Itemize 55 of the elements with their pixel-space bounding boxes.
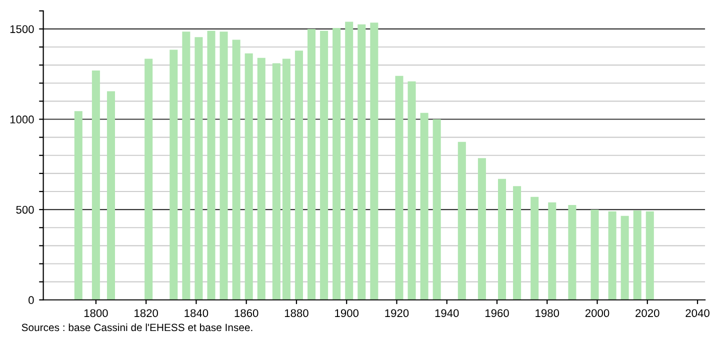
x-tick-label: 1920 [385, 309, 409, 318]
bar [633, 210, 642, 300]
x-tick-label: 2000 [585, 309, 610, 318]
bar [220, 32, 228, 300]
bar [92, 70, 100, 300]
bar [395, 76, 404, 300]
y-tick-label: 1500 [10, 25, 34, 34]
bar [232, 40, 240, 300]
bar [568, 205, 576, 300]
bar [320, 30, 328, 300]
bar [207, 30, 216, 300]
y-tick-label: 0 [28, 296, 34, 304]
bar [458, 142, 466, 300]
bar [608, 211, 616, 300]
bar [513, 186, 522, 300]
x-tick-label: 2020 [636, 309, 660, 318]
x-tick-label: 1900 [335, 309, 359, 318]
bar [530, 196, 539, 300]
x-tick-label: 1860 [234, 309, 258, 318]
bar [272, 63, 280, 300]
bar [408, 81, 416, 300]
bar [590, 210, 599, 300]
bar [144, 58, 153, 300]
x-tick-label: 1820 [134, 309, 158, 318]
bar [646, 211, 654, 300]
bar [170, 50, 178, 300]
bar [282, 58, 290, 300]
x-tick-label: 2040 [686, 309, 710, 318]
x-tick-label: 1840 [184, 309, 208, 318]
bar [194, 37, 203, 300]
bar [182, 32, 190, 300]
bar [498, 178, 506, 300]
x-tick-label: 1880 [284, 309, 308, 318]
bar [307, 28, 316, 300]
x-tick-label: 1960 [485, 309, 509, 318]
bar [332, 28, 341, 300]
source-note: Sources : base Cassini de l'EHESS et base Insee. [22, 323, 252, 332]
bar [432, 119, 441, 300]
bar [420, 112, 428, 300]
bar [106, 91, 115, 300]
bar [548, 202, 556, 300]
x-tick-label: 1940 [435, 309, 459, 318]
bar [345, 22, 354, 300]
bar [74, 111, 82, 300]
bar [257, 58, 266, 300]
bar [244, 53, 253, 300]
y-tick-label: 1000 [10, 116, 34, 124]
bar [358, 24, 366, 300]
bar [294, 50, 303, 300]
y-tick-label: 500 [16, 206, 34, 214]
bar [370, 22, 378, 300]
bar [620, 216, 629, 300]
bar [478, 158, 486, 300]
x-tick-label: 1980 [536, 309, 560, 318]
x-tick-label: 1800 [84, 309, 108, 318]
